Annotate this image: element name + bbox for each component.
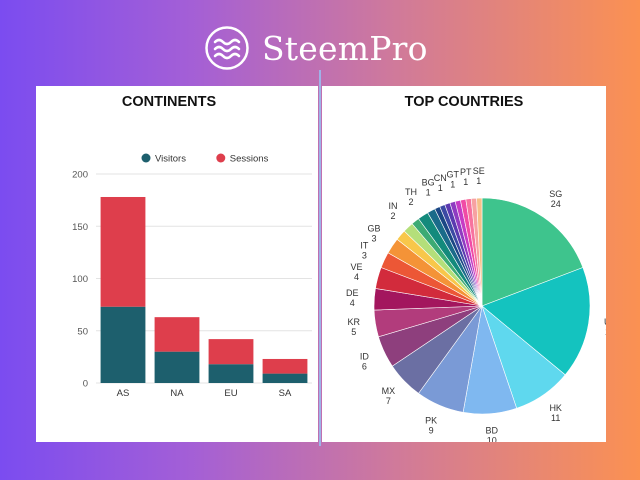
continents-chart-title: CONTINENTS: [121, 94, 217, 110]
slice-label: SE: [473, 166, 485, 176]
slice-label: GB: [367, 224, 380, 234]
slice-value: 9: [429, 426, 434, 436]
slice-value: 4: [354, 272, 359, 282]
slice-label: PT: [460, 167, 472, 177]
slice-label: MX: [382, 386, 396, 396]
pie-slice: [476, 197, 483, 307]
slice-label: HK: [549, 403, 562, 413]
slice-value: 10: [487, 436, 497, 442]
slice-value: 6: [362, 361, 367, 371]
bar-segment: [262, 358, 308, 374]
bar-segment: [100, 306, 146, 383]
bar-segment: [100, 196, 146, 307]
x-tick-label: AS: [117, 388, 130, 399]
slice-value: 3: [371, 234, 376, 244]
bar-segment: [208, 339, 254, 365]
pie-slice: [481, 197, 584, 307]
y-tick-label: 150: [72, 222, 88, 233]
bar-segment: [154, 317, 200, 352]
slice-label: DE: [346, 288, 359, 298]
countries-chart-title: TOP COUNTRIES: [404, 94, 524, 110]
y-tick-label: 200: [72, 170, 88, 181]
pie-slice: [481, 267, 591, 376]
slice-value: 21: [605, 327, 606, 337]
bar-segment: [154, 351, 200, 383]
countries-panel: TOP COUNTRIES SG24US21HK11BD10PK9MX7ID6K…: [322, 86, 606, 442]
x-tick-label: SA: [279, 388, 292, 399]
slice-label: KR: [347, 317, 360, 327]
slice-value: 1: [476, 176, 481, 186]
slice-label: SG: [549, 189, 562, 199]
slice-label: BD: [486, 426, 499, 436]
x-tick-label: NA: [170, 388, 184, 399]
slice-value: 5: [351, 327, 356, 337]
slice-value: 1: [463, 177, 468, 187]
slice-value: 1: [438, 183, 443, 193]
wave-logo-icon: [205, 26, 249, 70]
slice-value: 2: [408, 197, 413, 207]
slice-value: 2: [390, 211, 395, 221]
slice-value: 24: [551, 199, 561, 209]
slice-value: 7: [386, 396, 391, 406]
slice-label: CN: [434, 173, 447, 183]
brand-logo: SteemPro: [204, 24, 428, 72]
brand-name: SteemPro: [262, 28, 428, 68]
y-tick-label: 50: [77, 326, 88, 337]
continents-panel: CONTINENTS 0 50 100 150 200 Visitors Sessions A…: [36, 86, 318, 442]
slice-label: US: [604, 317, 606, 327]
continents-bar-chart: 0 50 100 150 200 Visitors Sessions AS NA EU SA: [72, 153, 312, 399]
y-tick-label: 100: [72, 274, 88, 285]
slice-label: ID: [360, 351, 370, 361]
slice-value: 3: [362, 251, 367, 261]
slice-label: IN: [389, 201, 398, 211]
slice-label: GT: [447, 169, 460, 179]
legend-marker: [216, 153, 226, 163]
slice-label: IT: [360, 241, 369, 251]
slice-label: BG: [422, 178, 435, 188]
slice-value: 11: [551, 413, 560, 423]
bar-segment: [208, 364, 254, 383]
slice-label: TH: [405, 187, 417, 197]
slice-value: 4: [350, 298, 355, 308]
legend-label: Visitors: [155, 154, 186, 165]
slice-label: PK: [425, 416, 437, 426]
legend-marker: [141, 153, 151, 163]
panel-divider: [319, 70, 321, 446]
slice-value: 1: [426, 188, 431, 198]
slice-value: 1: [450, 179, 455, 189]
x-tick-label: EU: [224, 388, 237, 399]
legend-label: Sessions: [230, 154, 269, 165]
y-tick-label: 0: [83, 379, 88, 390]
countries-pie-chart: SG24US21HK11BD10PK9MX7ID6KR5DE4VE4IT3GB3…: [346, 166, 606, 442]
bar-segment: [262, 373, 308, 383]
slice-label: VE: [350, 262, 362, 272]
